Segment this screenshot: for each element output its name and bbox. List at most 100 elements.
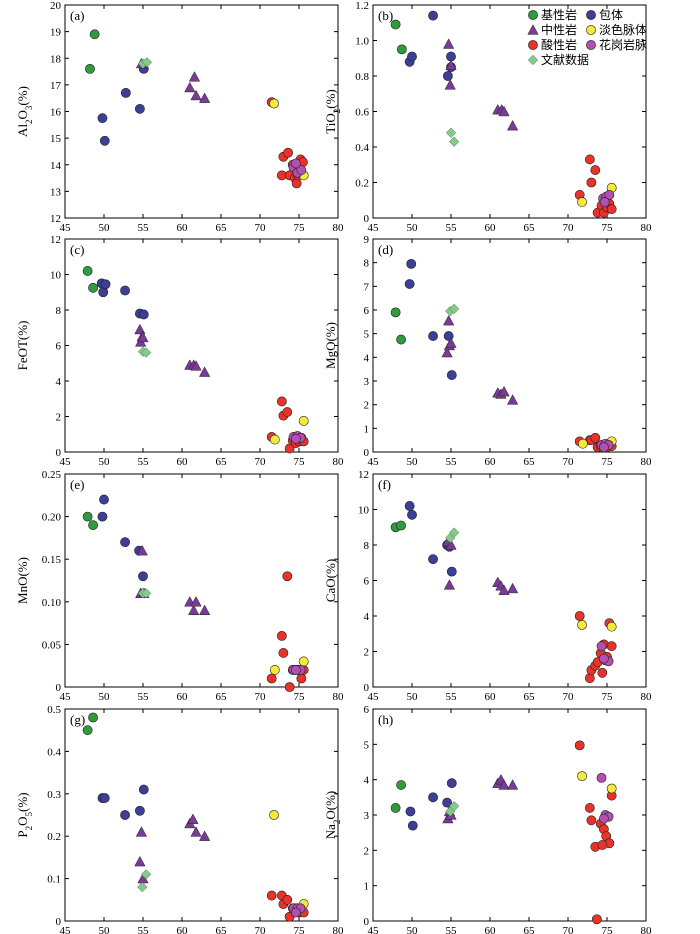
y-tick-label: 0	[364, 447, 370, 459]
data-point-enclave	[407, 51, 417, 62]
series-enclave	[405, 778, 457, 831]
x-tick-label: 45	[368, 691, 380, 703]
legend-item-enclave: 包体	[586, 8, 623, 22]
x-tick-label: 70	[255, 691, 267, 703]
data-point-intermediate	[134, 323, 146, 335]
x-tick-label: 50	[99, 222, 111, 234]
data-point-enclave	[97, 511, 108, 522]
data-point-enclave	[446, 370, 457, 380]
data-point-aplite	[577, 619, 587, 630]
data-point-intermediate	[444, 79, 456, 90]
data-point-enclave	[442, 71, 453, 81]
x-tick-label: 70	[255, 456, 267, 468]
data-point-acidic	[591, 914, 602, 925]
x-tick-label: 70	[563, 925, 575, 934]
data-point-enclave	[405, 806, 416, 817]
y-tick-label: 10	[50, 270, 62, 282]
series-granite_vein	[288, 158, 307, 178]
series-literature	[137, 869, 152, 893]
data-point-enclave	[404, 501, 415, 511]
x-tick-label: 45	[60, 691, 72, 703]
x-tick-label: 55	[446, 456, 458, 468]
panel-label: (d)	[378, 242, 393, 257]
y-tick-label: 15	[50, 133, 62, 145]
data-point-basic	[89, 29, 100, 40]
data-point-literature	[448, 527, 460, 538]
data-point-intermediate	[443, 38, 455, 49]
series-granite_vein	[288, 665, 306, 675]
data-point-acidic	[584, 803, 595, 813]
x-tick-label: 50	[99, 925, 111, 934]
data-point-aplite	[577, 197, 587, 207]
series-literature	[445, 303, 460, 317]
data-point-enclave	[428, 554, 438, 565]
panel-e: 45 50 55 60 65 70 75 80 0 0.05 0.10 0.15 0.20 0.25 (e)…	[15, 469, 344, 703]
x-tick-label: 75	[294, 925, 306, 934]
data-point-intermediate	[507, 119, 519, 131]
y-tick-label: 10	[358, 505, 370, 517]
y-tick-label: 0	[56, 916, 62, 928]
data-point-intermediate	[498, 779, 510, 790]
x-tick-label: 80	[641, 222, 653, 234]
legend-label: 花岗岩脉	[599, 37, 647, 52]
data-point-aplite	[606, 783, 617, 794]
series-granite_vein	[596, 438, 614, 453]
data-point-granite_vein	[290, 907, 301, 918]
data-point-enclave	[404, 279, 415, 289]
data-point-literature	[140, 588, 152, 599]
x-tick-label: 55	[446, 925, 458, 934]
data-point-aplite	[577, 438, 588, 449]
data-point-acidic	[276, 630, 287, 641]
plot-frame	[64, 708, 339, 922]
y-tick-label: 4	[364, 352, 370, 364]
data-point-intermediate	[507, 779, 519, 790]
data-point-intermediate	[498, 584, 510, 595]
data-point-enclave	[120, 87, 131, 98]
data-point-basic	[88, 520, 98, 531]
y-tick-label: 0.2	[355, 178, 369, 190]
panel-label: (e)	[70, 477, 84, 492]
x-tick-label: 65	[524, 691, 536, 703]
panel-label: (h)	[378, 712, 393, 727]
x-tick-label: 80	[333, 925, 345, 934]
y-axis-label: CaO(%)	[323, 559, 338, 602]
panel-b: 45 50 55 60 65 70 75 80 0 0.2 0.4 0.6 0.8 1.0 1.2 (b) Ti…	[323, 0, 652, 234]
data-point-intermediate	[498, 385, 510, 397]
legend-label: 基性岩	[541, 7, 577, 22]
data-point-aplite	[298, 416, 309, 426]
y-tick-label: 0	[364, 213, 370, 225]
data-point-granite_vein	[290, 158, 301, 169]
data-point-acidic	[590, 165, 601, 175]
y-tick-label: 19	[50, 27, 62, 39]
series-granite_vein	[288, 903, 306, 918]
data-point-basic	[88, 282, 98, 293]
data-point-basic	[396, 44, 407, 55]
data-point-acidic	[278, 648, 289, 658]
y-tick-label: 1	[364, 423, 370, 435]
y-axis-label: MgO(%)	[323, 322, 338, 369]
data-point-literature	[448, 136, 460, 147]
data-point-intermediate	[188, 71, 201, 82]
y-tick-label: 12	[50, 234, 61, 246]
panel-g: 45 50 55 60 65 70 75 80 0 0.1 0.2 0.3 0.4 0.5 (g) P2O5(…	[15, 704, 344, 934]
y-tick-label: 2	[56, 412, 62, 424]
data-point-aplite	[577, 771, 587, 782]
y-tick-label: 0.25	[42, 469, 62, 481]
y-axis-label: Al2O3(%)	[15, 86, 34, 137]
y-tick-label: 0.4	[47, 746, 61, 758]
data-point-enclave	[442, 797, 452, 808]
series-aplite	[269, 656, 309, 675]
x-tick-label: 60	[485, 456, 497, 468]
x-tick-label: 55	[138, 925, 150, 934]
data-point-enclave	[138, 309, 149, 320]
data-point-intermediate	[135, 826, 148, 837]
data-point-acidic	[282, 571, 293, 582]
y-tick-label: 3	[364, 376, 370, 388]
x-tick-label: 60	[177, 691, 189, 703]
x-tick-label: 80	[333, 222, 345, 234]
panel-label: (b)	[378, 8, 393, 23]
legend-item-basic: 基性岩	[528, 7, 577, 22]
y-tick-label: 1.0	[355, 36, 369, 48]
panel-label: (a)	[70, 8, 84, 23]
x-tick-label: 65	[216, 925, 228, 934]
